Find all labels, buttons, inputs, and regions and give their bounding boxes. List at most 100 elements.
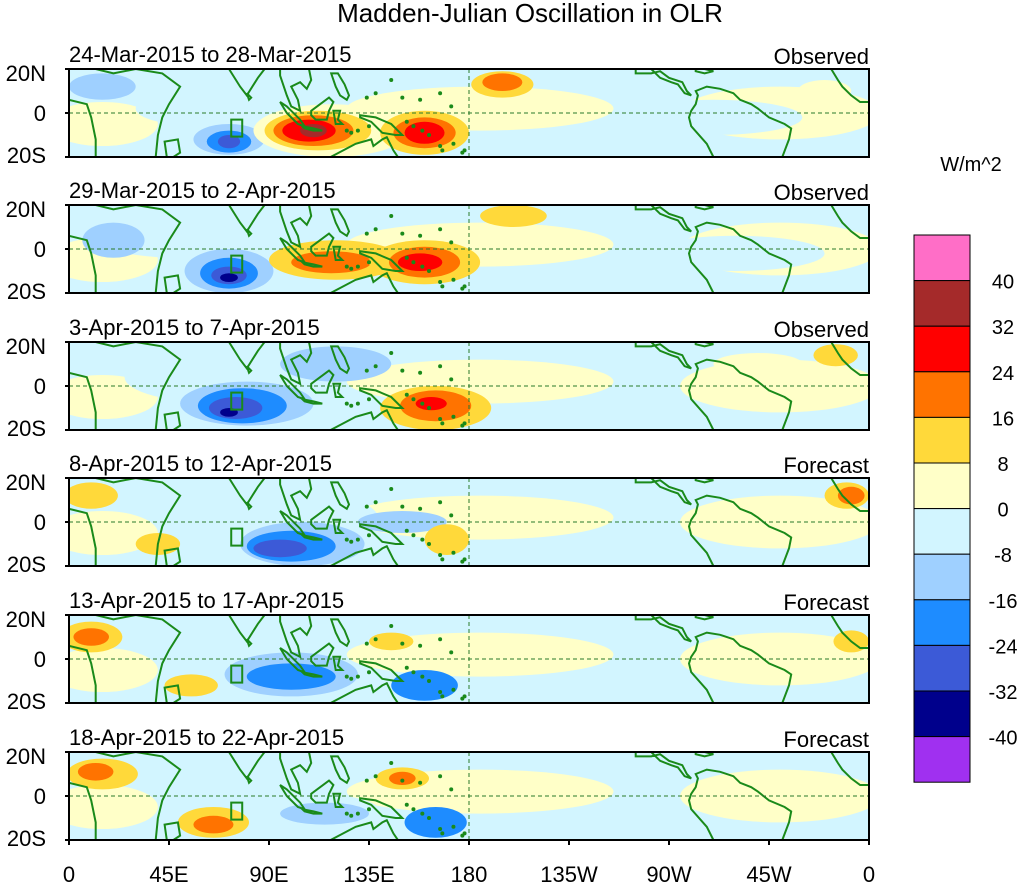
anomaly-blob xyxy=(624,99,803,135)
coastline xyxy=(310,779,335,804)
panel-6: 20N 0 20S 18-Apr-2015 to 22-Apr-2015 Forecas… xyxy=(6,725,870,851)
coastline xyxy=(332,792,345,808)
coastline xyxy=(227,478,266,507)
colorbar-swatch xyxy=(913,599,971,646)
anomaly-blob xyxy=(217,135,241,149)
colorbar-label: 16 xyxy=(992,408,1014,430)
island xyxy=(364,231,369,236)
panel-5: 20N 0 20S 13-Apr-2015 to 17-Apr-2015 Forecas… xyxy=(6,588,870,714)
panel-period: 24-Mar-2015 to 28-Mar-2015 xyxy=(69,42,351,67)
island xyxy=(420,128,425,133)
island xyxy=(451,550,456,555)
panel-kind: Forecast xyxy=(783,727,869,752)
island xyxy=(389,351,394,355)
coastline xyxy=(332,655,345,671)
coastline xyxy=(830,69,869,103)
panel-period: 3-Apr-2015 to 7-Apr-2015 xyxy=(69,315,320,340)
colorbar-swatch xyxy=(913,416,971,464)
coastline xyxy=(318,271,400,293)
island xyxy=(460,833,465,838)
island xyxy=(344,811,349,816)
coastline xyxy=(318,408,400,430)
island xyxy=(420,264,425,269)
colorbar-swatch xyxy=(913,690,971,738)
coastline xyxy=(359,523,405,545)
island xyxy=(404,255,409,260)
island xyxy=(451,141,456,146)
island xyxy=(438,144,443,148)
background-band xyxy=(346,632,614,677)
colorbar-swatch xyxy=(913,462,971,510)
island xyxy=(400,95,405,100)
anomaly-blob xyxy=(280,802,369,825)
anomaly-field xyxy=(69,758,869,838)
colorbar-swatch xyxy=(913,325,971,373)
island xyxy=(364,641,369,646)
island xyxy=(460,286,465,291)
colorbar-label: -40 xyxy=(989,728,1018,750)
island xyxy=(438,280,443,284)
island xyxy=(418,370,423,375)
y-tick-label: 0 xyxy=(34,374,46,399)
island xyxy=(440,831,445,836)
coastline xyxy=(687,494,793,566)
anomaly-blob xyxy=(415,397,447,411)
panel-2: 20N 0 20S 29-Mar-2015 to 2-Apr-2015 Observed xyxy=(6,178,870,304)
anomaly-blob xyxy=(69,73,136,100)
coastline xyxy=(245,228,253,238)
colorbar-label: -24 xyxy=(989,636,1018,658)
coastline xyxy=(830,478,869,512)
coastline xyxy=(332,109,345,125)
coastline xyxy=(329,481,351,511)
coastline xyxy=(634,69,692,97)
island xyxy=(404,119,409,124)
coastline xyxy=(299,397,323,405)
coastline xyxy=(310,505,335,530)
island xyxy=(449,787,454,792)
island xyxy=(449,650,454,655)
coastline xyxy=(69,69,182,157)
island xyxy=(451,277,456,282)
island xyxy=(373,364,378,369)
anomaly-blob xyxy=(220,273,238,282)
island xyxy=(355,674,360,679)
island xyxy=(438,690,443,694)
coastline xyxy=(830,752,869,786)
anomaly-blob xyxy=(424,524,469,555)
island xyxy=(373,500,378,505)
panel-kind: Observed xyxy=(774,317,869,342)
coastline xyxy=(299,124,323,132)
coastline xyxy=(279,69,313,113)
reference-box xyxy=(230,664,244,684)
island xyxy=(344,401,349,406)
island xyxy=(411,124,416,129)
island xyxy=(438,227,443,232)
colorbar-label: 24 xyxy=(992,363,1014,385)
coastline xyxy=(830,205,869,239)
coastline xyxy=(329,755,351,785)
y-tick-label: 0 xyxy=(34,647,46,672)
coastline xyxy=(332,518,345,534)
island xyxy=(389,214,394,218)
coastline xyxy=(163,547,182,566)
background-band xyxy=(69,648,158,692)
y-tick-label: 20S xyxy=(7,689,46,714)
island xyxy=(420,537,425,542)
x-tick-label: 45E xyxy=(149,862,188,887)
island xyxy=(451,824,456,829)
panel-period: 8-Apr-2015 to 12-Apr-2015 xyxy=(69,451,332,476)
island xyxy=(440,148,445,153)
coastline xyxy=(830,615,869,649)
island xyxy=(418,643,423,648)
anomaly-field xyxy=(69,482,869,566)
anomaly-blob xyxy=(246,663,336,690)
island xyxy=(364,778,369,783)
island xyxy=(440,421,445,426)
colorbar-swatch xyxy=(913,280,971,327)
island xyxy=(373,774,378,779)
y-tick-label: 20N xyxy=(6,197,46,222)
coastline xyxy=(299,807,323,815)
island xyxy=(404,528,409,533)
reference-box xyxy=(230,118,244,138)
coastline xyxy=(332,382,345,398)
